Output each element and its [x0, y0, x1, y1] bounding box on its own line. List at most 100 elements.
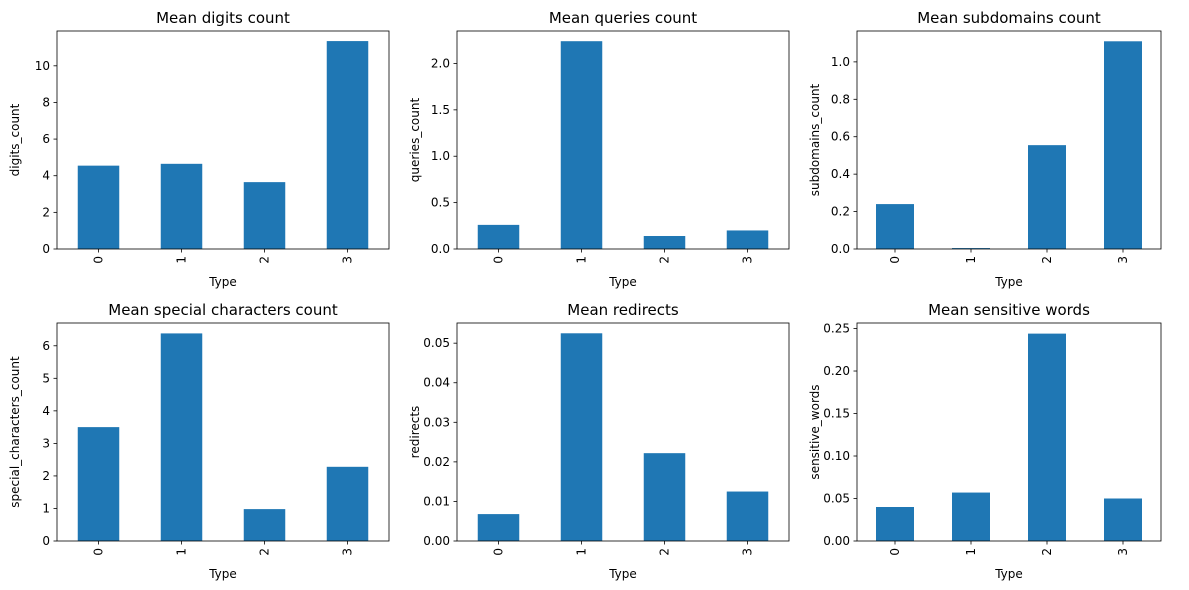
bar	[560, 333, 603, 541]
x-tick-label: 2	[258, 256, 272, 264]
bar	[243, 509, 286, 541]
y-tick-label: 2	[42, 469, 50, 483]
y-tick-label: 0	[42, 534, 50, 548]
x-tick-label: 3	[341, 548, 355, 556]
y-tick-label: 0.6	[831, 130, 850, 144]
y-tick-label: 0.02	[423, 455, 450, 469]
x-tick-label: 3	[741, 256, 755, 264]
y-tick-label: 1.5	[431, 103, 450, 117]
chart-1: 0.0 0.5 1.0 1.5 2.0 0 1 2 3 Mean queries count Typ…	[408, 9, 790, 289]
bar	[77, 165, 120, 249]
x-axis-label: Type	[608, 275, 637, 289]
x-tick-label: 2	[658, 548, 672, 556]
y-tick-label: 0.20	[823, 364, 850, 378]
bar	[876, 204, 914, 249]
chart-0: 0 2 4 6 8 10 0 1 2 3 Mean digits count Type digits_c…	[8, 9, 390, 289]
chart-title: Mean queries count	[549, 9, 697, 27]
axes-frame	[56, 30, 390, 250]
x-tick-label: 1	[175, 256, 189, 264]
y-tick-label: 0.25	[823, 322, 850, 336]
bar	[1104, 498, 1142, 541]
bar	[643, 236, 686, 249]
y-tick-label: 0.00	[823, 534, 850, 548]
y-axis-label: digits_count	[8, 103, 22, 176]
x-tick-label: 3	[741, 548, 755, 556]
y-tick-label: 5	[42, 371, 50, 385]
y-tick-label: 0.2	[831, 205, 850, 219]
y-axis-label: subdomains_count	[808, 83, 822, 196]
bar	[477, 224, 520, 249]
y-tick-label: 0.0	[431, 242, 450, 256]
y-tick-label: 0.5	[431, 196, 450, 210]
y-axis-label: special_characters_count	[8, 356, 22, 508]
x-tick-label: 0	[492, 548, 506, 556]
y-tick-label: 4	[42, 404, 50, 418]
x-tick-label: 1	[175, 548, 189, 556]
y-tick-label: 0.4	[831, 167, 850, 181]
chart-title: Mean redirects	[567, 301, 679, 319]
bar	[77, 427, 120, 541]
axes-frame	[56, 322, 390, 542]
x-tick-label: 3	[1116, 548, 1130, 556]
x-axis-label: Type	[608, 567, 637, 581]
y-tick-label: 0.0	[831, 242, 850, 256]
y-tick-label: 6	[42, 339, 50, 353]
bar	[160, 163, 203, 249]
x-tick-label: 2	[1040, 256, 1054, 264]
y-tick-label: 1.0	[431, 149, 450, 163]
bar	[326, 466, 369, 541]
x-tick-label: 0	[492, 256, 506, 264]
bar	[160, 333, 203, 541]
chart-5: 0.00 0.05 0.10 0.15 0.20 0.25 0 1 2 3 Mean sensiti…	[808, 301, 1162, 581]
y-tick-label: 0.05	[823, 492, 850, 506]
y-tick-label: 0.04	[423, 376, 450, 390]
x-tick-label: 1	[575, 548, 589, 556]
y-tick-label: 4	[42, 169, 50, 183]
chart-2: 0.0 0.2 0.4 0.6 0.8 1.0 0 1 2 3 Mean subdomains co…	[808, 9, 1162, 289]
chart-3: 0 1 2 3 4 5 6 0 1 2 3 Mean special characters count…	[8, 301, 390, 581]
x-tick-label: 1	[964, 256, 978, 264]
axes-frame	[456, 30, 790, 250]
bar	[726, 230, 769, 249]
y-tick-label: 0.03	[423, 415, 450, 429]
y-tick-label: 2.0	[431, 56, 450, 70]
x-tick-label: 1	[575, 256, 589, 264]
bar	[243, 182, 286, 249]
y-tick-label: 1	[42, 501, 50, 515]
x-tick-label: 2	[658, 256, 672, 264]
y-tick-label: 0.8	[831, 92, 850, 106]
bar	[726, 491, 769, 541]
y-axis-label: queries_count	[408, 98, 422, 183]
bar	[952, 492, 990, 541]
bar	[1028, 333, 1066, 541]
y-tick-label: 2	[42, 205, 50, 219]
chart-title: Mean digits count	[156, 9, 290, 27]
y-tick-label: 0.05	[423, 336, 450, 350]
y-tick-label: 10	[35, 59, 50, 73]
axes-frame	[856, 30, 1162, 250]
axes-frame	[456, 322, 790, 542]
bar	[643, 453, 686, 541]
y-tick-label: 0	[42, 242, 50, 256]
y-tick-label: 3	[42, 436, 50, 450]
y-tick-label: 0.10	[823, 449, 850, 463]
x-axis-label: Type	[994, 567, 1023, 581]
bar	[876, 507, 914, 541]
x-axis-label: Type	[208, 567, 237, 581]
y-tick-label: 1.0	[831, 55, 850, 69]
x-tick-label: 0	[888, 548, 902, 556]
y-tick-label: 8	[42, 95, 50, 109]
x-axis-label: Type	[208, 275, 237, 289]
y-tick-label: 0.00	[423, 534, 450, 548]
chart-title: Mean special characters count	[108, 301, 338, 319]
x-axis-label: Type	[994, 275, 1023, 289]
chart-title: Mean subdomains count	[917, 9, 1101, 27]
y-axis-label: sensitive_words	[808, 384, 822, 479]
y-axis-label: redirects	[408, 406, 422, 459]
y-tick-label: 6	[42, 132, 50, 146]
x-tick-label: 3	[341, 256, 355, 264]
x-tick-label: 0	[92, 548, 106, 556]
bar	[1104, 41, 1142, 249]
y-tick-label: 0.15	[823, 407, 850, 421]
